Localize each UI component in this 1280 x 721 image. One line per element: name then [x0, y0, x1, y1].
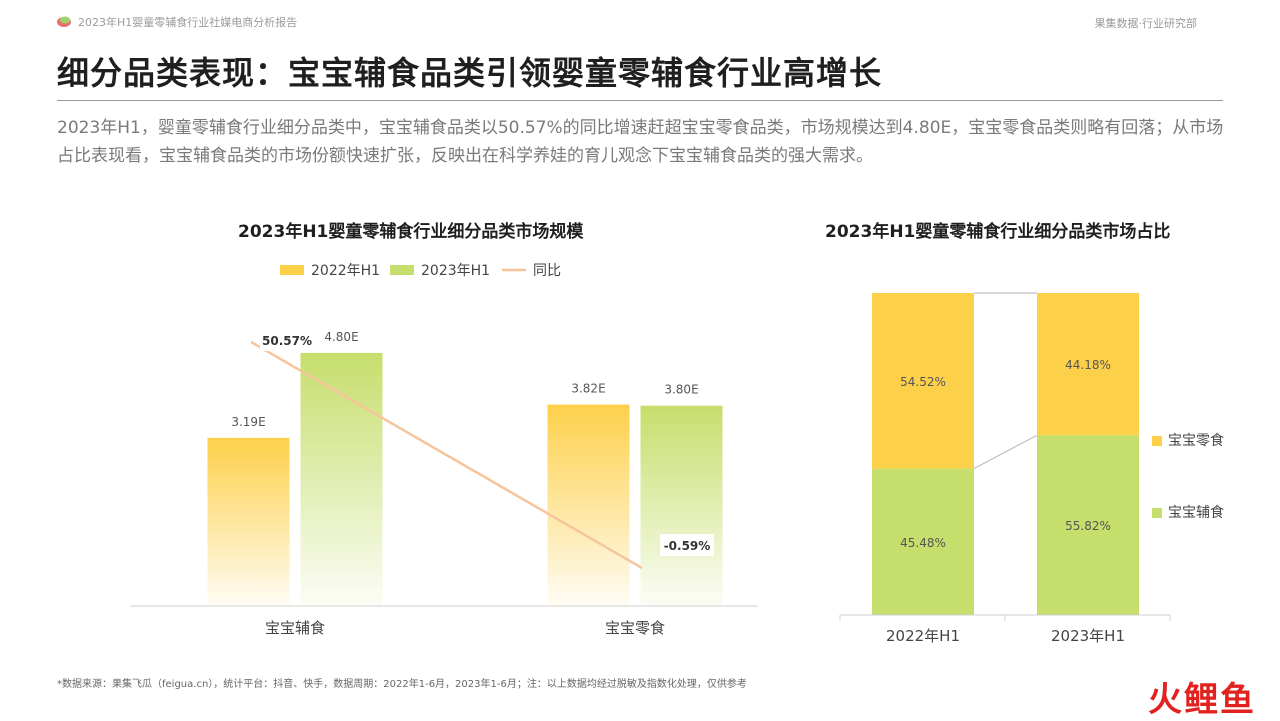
yoy-label-bg-0 — [260, 329, 314, 351]
stack-segment-1-0 — [872, 293, 974, 469]
brand-logo-icon — [57, 16, 71, 27]
legend-swatch-1 — [390, 265, 414, 275]
yoy-label-bg-1 — [660, 534, 714, 556]
stack-label-1-0: 54.52% — [900, 375, 946, 389]
report-name: 2023年H1婴童零辅食行业社媒电商分析报告 — [78, 16, 298, 29]
market-share-chart: 45.48% 54.52% 2022年H1 55.82% 44.18% 2023年H1 宝宝… — [839, 292, 1224, 645]
x-tick-label-0: 宝宝辅食 — [265, 619, 325, 637]
stack-label-0-1: 55.82% — [1065, 519, 1111, 533]
market-size-chart-title: 2023年H1婴童零辅食行业细分品类市场规模 — [238, 222, 584, 242]
bar-label-0-0: 3.19E — [231, 415, 265, 429]
stack-segment-1-1 — [1037, 293, 1139, 436]
top-bar: 2023年H1婴童零辅食行业社媒电商分析报告 果集数据·行业研究部 — [0, 0, 1280, 40]
bar-0-0 — [207, 437, 290, 606]
watermark-logo: 火鲤鱼 — [1148, 680, 1256, 720]
legend-swatch-0 — [1152, 436, 1162, 446]
x-tick-label-1: 宝宝零食 — [605, 619, 665, 637]
summary-text: 2023年H1，婴童零辅食行业细分品类中，宝宝辅食品类以50.57%的同比增速赶… — [57, 118, 1224, 166]
x-tick-label-1: 2023年H1 — [1051, 627, 1125, 645]
legend-label-0: 宝宝零食 — [1168, 432, 1224, 449]
legend-label-1: 宝宝辅食 — [1168, 504, 1224, 521]
yoy-line — [250, 340, 643, 570]
bar-1-0 — [300, 352, 383, 606]
title-divider — [57, 100, 1223, 101]
bar-label-0-1: 3.82E — [571, 382, 605, 396]
market-size-chart: 2022年H1 2023年H1 同比 3.19E 4.80E 宝宝辅食 3.82E 3.80E… — [130, 263, 758, 637]
legend-label-1: 2023年H1 — [421, 263, 490, 279]
stack-label-1-1: 44.18% — [1065, 358, 1111, 372]
yoy-label-1: -0.59% — [664, 539, 711, 553]
bar-1-1 — [640, 405, 723, 606]
stack-label-0-0: 45.48% — [900, 536, 946, 550]
page-title: 细分品类表现：宝宝辅食品类引领婴童零辅食行业高增长 — [57, 54, 883, 92]
footnote: *数据来源：果集飞瓜（feigua.cn），统计平台：抖音、快手，数据周期：20… — [57, 679, 747, 690]
yoy-label-0: 50.57% — [262, 334, 312, 348]
connector-mid — [973, 434, 1038, 469]
bar-label-1-0: 4.80E — [324, 330, 358, 344]
legend-swatch-1 — [1152, 508, 1162, 518]
bar-0-1 — [547, 404, 630, 606]
legend-label-line: 同比 — [533, 263, 561, 279]
stack-segment-0-0 — [872, 468, 974, 615]
legend-label-0: 2022年H1 — [311, 263, 380, 279]
stack-segment-0-1 — [1037, 435, 1139, 615]
org-name: 果集数据·行业研究部 — [1094, 17, 1198, 30]
x-tick-label-0: 2022年H1 — [886, 627, 960, 645]
market-share-chart-title: 2023年H1婴童零辅食行业细分品类市场占比 — [825, 222, 1171, 242]
bar-label-1-1: 3.80E — [664, 383, 698, 397]
legend-swatch-0 — [280, 265, 304, 275]
